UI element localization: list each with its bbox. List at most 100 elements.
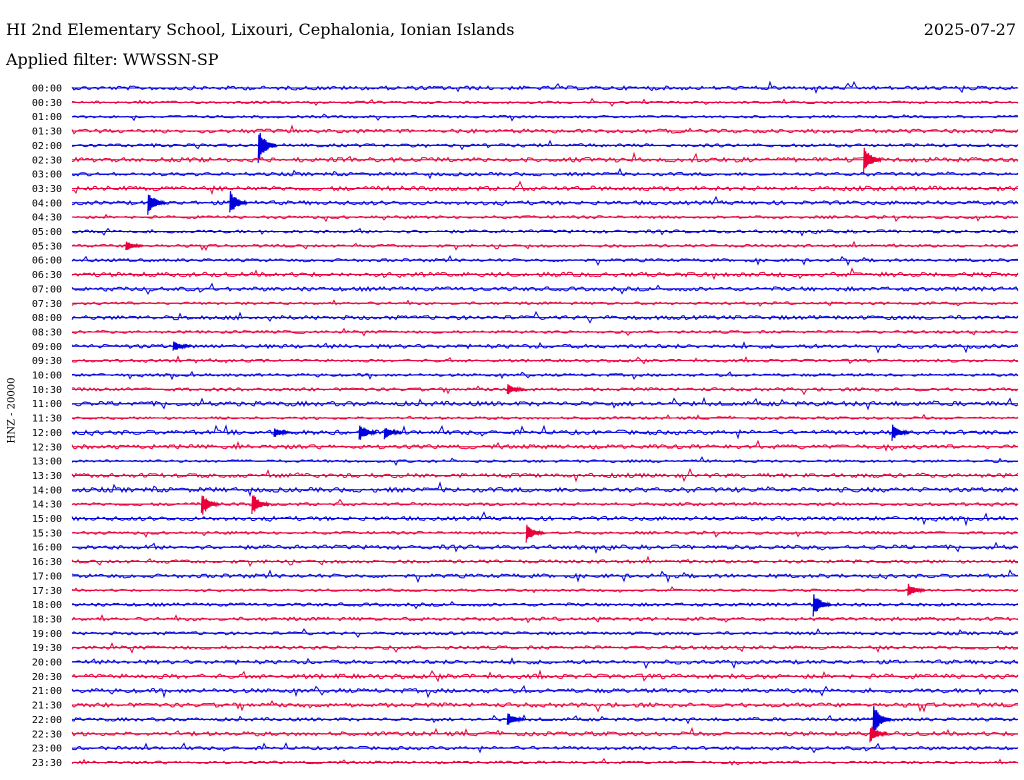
time-label: 23:00: [32, 744, 62, 755]
trace-line: [71, 669, 1019, 683]
trace-line: [71, 456, 1019, 466]
time-label: 01:30: [32, 127, 62, 138]
trace-line: [71, 213, 1019, 223]
seismic-event: [147, 194, 166, 215]
time-label: 20:30: [32, 672, 62, 683]
trace-line: [71, 327, 1019, 337]
time-label: 15:00: [32, 514, 62, 525]
trace-line: [71, 727, 1019, 737]
seismic-event: [200, 495, 220, 515]
trace-line: [71, 413, 1019, 421]
trace-line: [71, 530, 1019, 538]
trace-line: [71, 355, 1019, 365]
trace-line: [71, 439, 1019, 452]
trace-line: [71, 613, 1019, 624]
time-label: 03:30: [32, 184, 62, 195]
time-label: 09:00: [32, 342, 62, 353]
seismic-event: [891, 424, 911, 441]
trace-line: [71, 180, 1019, 196]
trace-line: [71, 80, 1019, 94]
seismic-event: [812, 594, 832, 617]
trace-line: [71, 541, 1019, 555]
time-label: 11:30: [32, 414, 62, 425]
time-label: 06:00: [32, 256, 62, 267]
time-label: 02:30: [32, 155, 62, 166]
record-date: 2025-07-27: [923, 20, 1016, 39]
trace-line: [71, 628, 1019, 639]
trace-line: [71, 656, 1019, 670]
station-title: HI 2nd Elementary School, Lixouri, Cepha…: [6, 20, 515, 39]
time-label: 18:30: [32, 614, 62, 625]
seismic-event: [506, 713, 526, 725]
time-label: 21:00: [32, 686, 62, 697]
trace-line: [71, 586, 1019, 594]
trace-line: [71, 282, 1019, 296]
seismic-event: [125, 241, 144, 251]
time-label: 16:00: [32, 543, 62, 554]
time-label: 05:30: [32, 241, 62, 252]
trace-line: [71, 714, 1019, 725]
trace-line: [71, 481, 1019, 497]
time-label: 19:30: [32, 643, 62, 654]
trace-line: [71, 742, 1019, 754]
time-label: 06:30: [32, 270, 62, 281]
trace-line: [71, 385, 1019, 396]
trace-line: [71, 600, 1019, 610]
trace-line: [71, 396, 1019, 411]
time-label: 16:30: [32, 557, 62, 568]
time-label: 04:30: [32, 213, 62, 224]
seismic-event: [872, 706, 892, 733]
trace-line: [71, 240, 1019, 252]
trace-line: [71, 167, 1019, 180]
trace-line: [71, 113, 1019, 122]
time-label: 10:30: [32, 385, 62, 396]
time-label: 00:30: [32, 98, 62, 109]
seismic-event: [506, 384, 526, 395]
time-label: 00:00: [32, 84, 62, 95]
time-label: 13:00: [32, 457, 62, 468]
time-label: 17:30: [32, 586, 62, 597]
time-label: 07:30: [32, 299, 62, 310]
seismic-event: [251, 495, 270, 515]
seismic-event: [172, 341, 192, 351]
trace-line: [71, 555, 1019, 568]
time-label: 19:00: [32, 629, 62, 640]
trace-line: [71, 642, 1019, 654]
time-label: 02:00: [32, 141, 62, 152]
trace-line: [71, 699, 1019, 713]
seismic-event: [229, 191, 248, 213]
filter-label: Applied filter: WWSSN-SP: [6, 50, 219, 69]
time-label: 11:00: [32, 399, 62, 410]
seismic-event: [525, 524, 545, 543]
time-label: 12:30: [32, 442, 62, 453]
time-label: 01:00: [32, 112, 62, 123]
seismic-event: [358, 425, 378, 440]
trace-line: [71, 139, 1019, 151]
trace-line: [71, 467, 1019, 483]
trace-line: [71, 757, 1019, 766]
time-label: 10:00: [32, 371, 62, 382]
time-label: 09:30: [32, 356, 62, 367]
trace-line: [71, 151, 1019, 164]
time-label: 15:30: [32, 528, 62, 539]
time-label: 08:30: [32, 327, 62, 338]
time-label: 14:00: [32, 485, 62, 496]
trace-line: [71, 370, 1019, 381]
seismic-event: [273, 428, 292, 437]
trace-line: [71, 310, 1019, 324]
time-label: 21:30: [32, 701, 62, 712]
trace-line: [71, 341, 1019, 354]
trace-line: [71, 195, 1019, 207]
trace-line: [71, 424, 1019, 440]
seismic-event: [863, 147, 882, 174]
trace-line: [71, 685, 1019, 699]
time-label: 23:30: [32, 758, 62, 769]
trace-line: [71, 267, 1019, 281]
trace-line: [71, 511, 1019, 527]
trace-line: [71, 498, 1019, 507]
time-label: 20:00: [32, 658, 62, 669]
time-label: 05:00: [32, 227, 62, 238]
time-label: 18:00: [32, 600, 62, 611]
time-label: 12:00: [32, 428, 62, 439]
